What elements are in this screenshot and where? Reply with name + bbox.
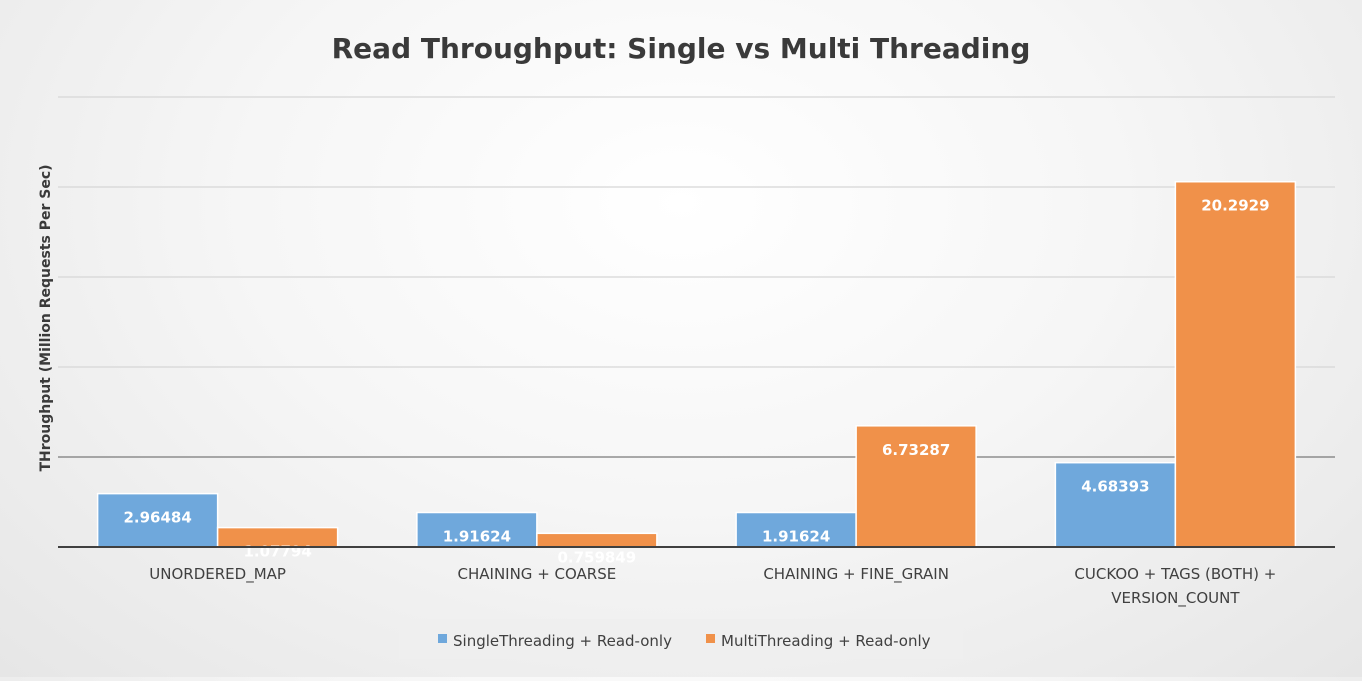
data-label-single-2: 1.91624 (762, 528, 830, 546)
bar-single-3 (1054, 461, 1177, 548)
bar-multi-1 (536, 532, 658, 548)
chart-title: Read Throughput: Single vs Multi Threadi… (332, 32, 1031, 65)
data-label-single-1: 1.91624 (443, 528, 511, 546)
category-label: CHAINING + FINE_GRAIN (763, 565, 949, 584)
y-axis-title: THroughput (Million Requests Per Sec) (38, 164, 54, 471)
data-label-multi-1: 0.759849 (557, 548, 636, 566)
category-label: CHAINING + COARSE (458, 565, 617, 583)
data-label-multi-2: 6.73287 (882, 441, 950, 459)
data-label-single-0: 2.96484 (123, 509, 191, 527)
bar-multi-2 (855, 425, 977, 548)
bar-single-0 (96, 492, 219, 548)
data-labels: 2.96484 1.07794 1.91624 0.759849 1.91624 6.73… (123, 197, 1269, 567)
data-label-multi-3: 20.2929 (1201, 197, 1269, 215)
legend-swatch-0 (438, 634, 447, 643)
category-label: VERSION_COUNT (1111, 589, 1240, 608)
data-label-single-3: 4.68393 (1081, 478, 1149, 496)
gridlines (58, 96, 1335, 458)
legend-background (399, 619, 963, 659)
legend-entry-1: MultiThreading + Read-only (721, 632, 931, 650)
bar-multi-3 (1174, 180, 1297, 548)
bars (96, 180, 1297, 548)
category-label: UNORDERED_MAP (149, 565, 286, 584)
legend-entry-0: SingleThreading + Read-only (453, 632, 672, 650)
legend-swatch-1 (706, 634, 715, 643)
legend: SingleThreading + Read-only MultiThreadin… (399, 619, 963, 659)
data-label-multi-0: 1.07794 (243, 543, 311, 561)
category-labels: UNORDERED_MAP CHAINING + COARSE CHAINING +… (149, 565, 1276, 608)
category-label: CUCKOO + TAGS (BOTH) + (1074, 565, 1276, 583)
